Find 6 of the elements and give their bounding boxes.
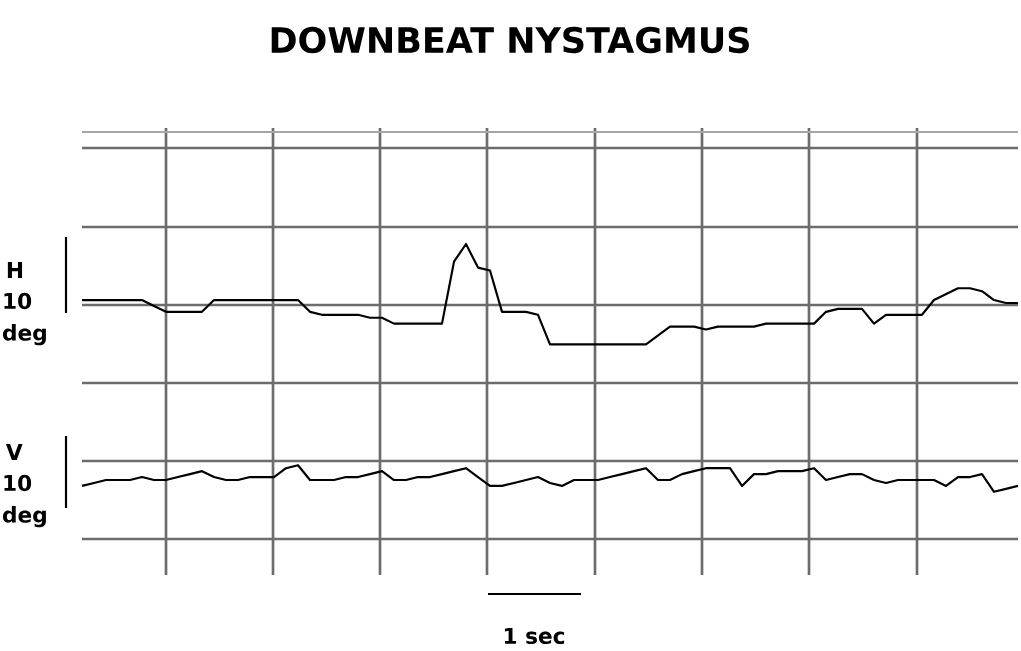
text: 10 deg	[2, 474, 46, 528]
text: 10 deg	[2, 292, 46, 346]
text: H	[7, 262, 23, 278]
text: V	[5, 444, 23, 460]
chart-title: DOWNBEAT NYSTAGMUS	[271, 26, 749, 54]
text: 1 sec	[504, 627, 565, 645]
